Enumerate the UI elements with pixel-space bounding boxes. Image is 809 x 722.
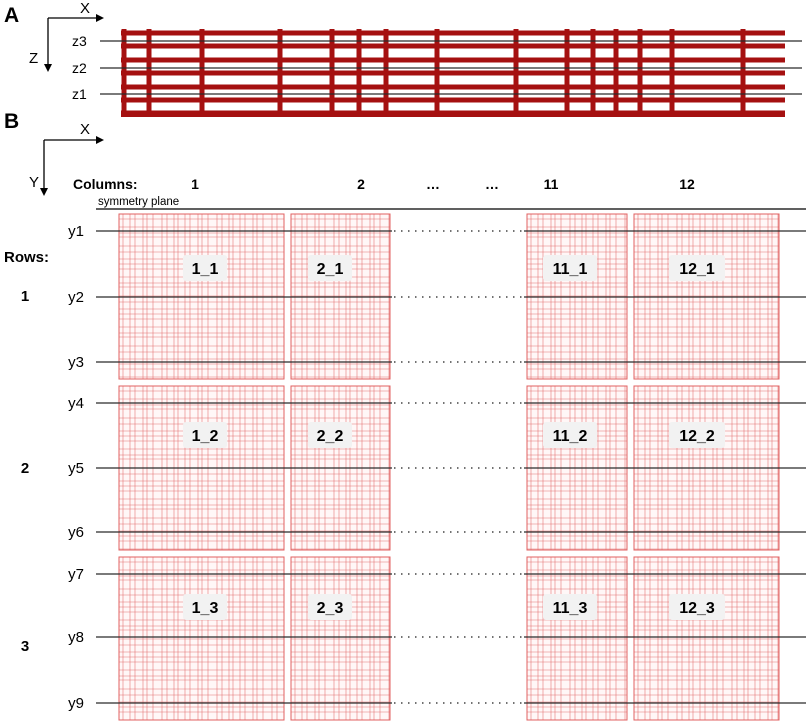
cell-label-12-2: 12_2 — [679, 428, 715, 445]
y-level-lines — [96, 230, 806, 704]
horizontal-beam — [121, 97, 785, 103]
y2-label: y2 — [68, 289, 84, 306]
y-level-labels: y1 y2 y3 y4 y5 y6 y7 y8 y9 — [68, 223, 84, 712]
panel-a-z-axis-label: Z — [29, 50, 38, 67]
dotted-continuations — [394, 230, 522, 704]
vertical-post — [434, 29, 440, 117]
horizontal-beam — [121, 43, 785, 49]
z-levels: z3 z2 z1 — [72, 33, 802, 102]
row-headers: Rows: 1 2 3 — [4, 249, 49, 655]
column-label-1: 1 — [191, 176, 199, 192]
beam-structure — [121, 29, 785, 117]
vertical-post — [669, 29, 675, 117]
cell-labels: 1_1 2_1 11_1 12_1 1_2 2_2 11_2 12_2 1_3 … — [183, 255, 725, 620]
cell-label-box: 1_1 — [183, 255, 227, 281]
cell-label-12-1: 12_1 — [679, 261, 715, 278]
y5-label: y5 — [68, 460, 84, 477]
vertical-post — [590, 29, 596, 117]
vertical-post — [277, 29, 283, 117]
mesh-cell — [633, 556, 780, 721]
columns-title: Columns: — [73, 176, 138, 192]
row-label-3: 3 — [21, 638, 29, 655]
horizontal-beam — [121, 57, 785, 63]
vertical-post — [356, 29, 362, 117]
vertical-post — [637, 29, 643, 117]
cell-label-1-2: 1_2 — [192, 428, 219, 445]
z2-label: z2 — [72, 60, 87, 76]
horizontal-beam — [121, 70, 785, 76]
rows-title: Rows: — [4, 249, 49, 266]
vertical-post — [329, 29, 335, 117]
cell-label-box: 2_2 — [308, 422, 352, 448]
horizontal-beam — [121, 84, 785, 90]
y1-label: y1 — [68, 223, 84, 240]
row-label-2: 2 — [21, 460, 29, 477]
cell-label-11-1: 11_1 — [553, 261, 588, 278]
cell-label-box: 11_1 — [543, 255, 597, 281]
cell-label-11-3: 11_3 — [553, 600, 588, 617]
panel-b-x-axis-label: X — [80, 121, 90, 138]
vertical-post — [383, 29, 389, 117]
z3-label: z3 — [72, 33, 87, 49]
panel-b-axes: X Y — [29, 121, 104, 196]
cell-label-2-3: 2_3 — [317, 600, 344, 617]
cell-label-11-2: 11_2 — [553, 428, 588, 445]
vertical-post — [199, 29, 205, 117]
cell-label-box: 11_3 — [543, 594, 597, 620]
row-label-1: 1 — [21, 288, 29, 305]
mesh-cell — [118, 556, 285, 721]
cell-label-box: 12_3 — [669, 594, 725, 620]
vertical-post — [613, 29, 619, 117]
z1-label: z1 — [72, 86, 87, 102]
mesh-cell — [290, 556, 391, 721]
cell-label-box: 1_2 — [183, 422, 227, 448]
y4-label: y4 — [68, 395, 84, 412]
mesh-cells — [118, 213, 780, 721]
vertical-post — [146, 29, 152, 117]
column-label-ellipsis-1: … — [426, 176, 440, 192]
cell-label-box: 12_2 — [669, 422, 725, 448]
panel-a-x-axis-label: X — [80, 0, 90, 17]
symmetry-plane-label: symmetry plane — [98, 196, 179, 208]
cell-label-box: 12_1 — [669, 255, 725, 281]
cell-label-2-1: 2_1 — [317, 261, 344, 278]
panel-b-label: B — [4, 110, 19, 133]
panel-b-y-axis-label: Y — [29, 174, 39, 191]
y9-label: y9 — [68, 695, 84, 712]
cell-label-12-3: 12_3 — [679, 600, 715, 617]
cell-label-box: 1_3 — [183, 594, 227, 620]
vertical-post — [564, 29, 570, 117]
horizontal-beam — [121, 30, 785, 36]
y7-label: y7 — [68, 566, 84, 583]
cell-label-1-3: 1_3 — [192, 600, 219, 617]
column-label-11: 11 — [544, 176, 559, 192]
cell-label-box: 2_3 — [308, 594, 352, 620]
column-label-12: 12 — [679, 176, 695, 192]
vertical-post — [513, 29, 519, 117]
y6-label: y6 — [68, 524, 84, 541]
panel-a-label: A — [4, 4, 19, 27]
vertical-post — [740, 29, 746, 117]
panel-a-axes: X Z — [29, 0, 104, 72]
cell-label-box: 2_1 — [308, 255, 352, 281]
column-headers: Columns: 1 2 … … 11 12 — [73, 176, 695, 192]
column-label-2: 2 — [357, 176, 365, 192]
cell-label-box: 11_2 — [543, 422, 597, 448]
cell-label-1-1: 1_1 — [192, 261, 219, 278]
column-label-ellipsis-2: … — [485, 176, 499, 192]
vertical-post — [121, 29, 127, 117]
cell-label-2-2: 2_2 — [317, 428, 344, 445]
y3-label: y3 — [68, 354, 84, 371]
mesh-cell — [526, 556, 628, 721]
y8-label: y8 — [68, 629, 84, 646]
horizontal-beam — [121, 112, 785, 117]
